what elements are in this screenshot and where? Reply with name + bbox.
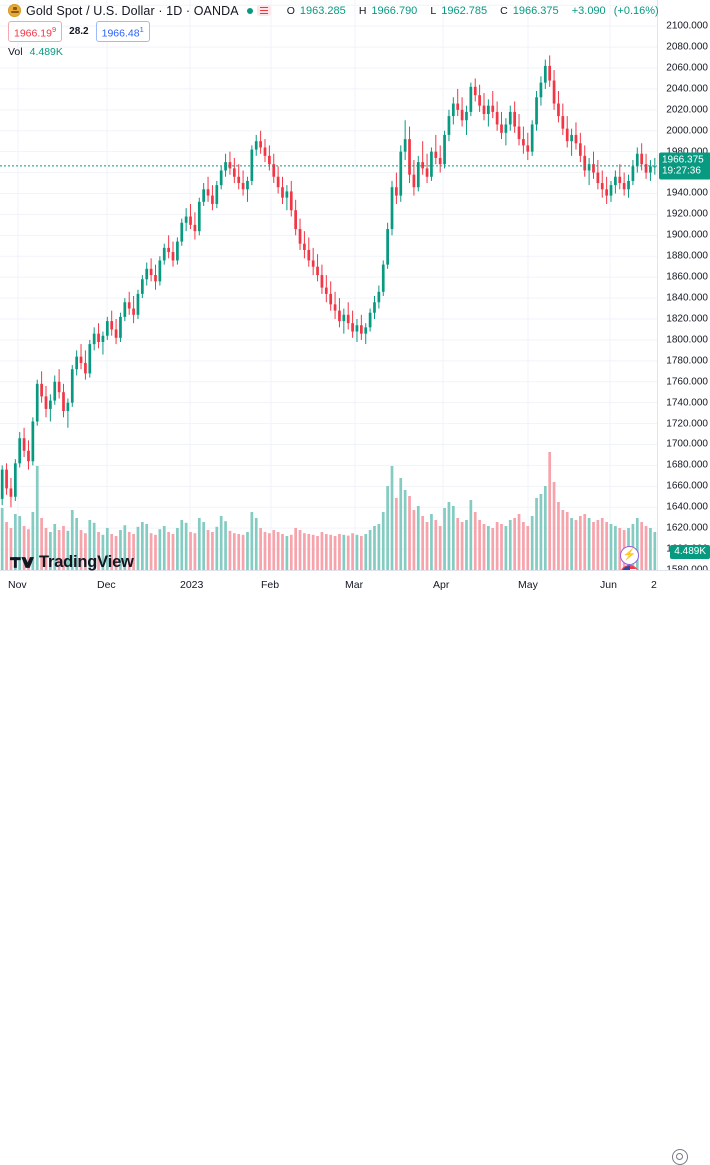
tradingview-wordmark: TradingView xyxy=(39,553,134,571)
time-tick-label: May xyxy=(518,579,538,591)
last-price-time: 19:27:36 xyxy=(662,165,701,177)
price-tick-label: 1900.000 xyxy=(666,229,708,241)
ohlc-high-value: 1966.790 xyxy=(371,4,418,17)
volume-bars xyxy=(0,452,657,570)
ohlc-change: +3.090 xyxy=(571,4,606,17)
legend-status-group xyxy=(246,5,271,16)
price-tick-label: 2020.000 xyxy=(666,104,708,116)
ohlc-low-value: 1962.785 xyxy=(441,4,488,17)
legend-title-row: Gold Spot / U.S. Dollar · 1D · OANDA O 19… xyxy=(8,3,664,18)
price-tick-label: 1680.000 xyxy=(666,459,708,471)
price-tick-label: 2040.000 xyxy=(666,83,708,95)
price-chart-plot[interactable] xyxy=(0,0,657,570)
legend-volume-row: Vol 4.489K xyxy=(8,45,664,59)
volume-axis-tag: 4.489K xyxy=(670,545,710,559)
time-tick-label: Apr xyxy=(433,579,450,591)
candles-icon[interactable] xyxy=(256,5,271,16)
price-tick-label: 1840.000 xyxy=(666,292,708,304)
tradingview-mark-icon xyxy=(10,557,34,568)
time-tick-label: Jun xyxy=(600,579,617,591)
price-tick-label: 1700.000 xyxy=(666,438,708,450)
price-tick-label: 1780.000 xyxy=(666,355,708,367)
ohlc-open-value: 1963.285 xyxy=(299,4,346,17)
last-price-value: 1966.375 xyxy=(662,154,704,166)
price-tick-label: 1800.000 xyxy=(666,334,708,346)
candlestick-series xyxy=(0,55,657,508)
price-tick-label: 1740.000 xyxy=(666,397,708,409)
lightning-alert-icon[interactable]: ⚡ xyxy=(620,546,639,565)
price-tick-label: 2100.000 xyxy=(666,20,708,32)
legend-quote-row: 1966.199 28.2 1966.481 xyxy=(8,20,664,43)
symbol-title[interactable]: Gold Spot / U.S. Dollar · 1D · OANDA xyxy=(26,3,239,18)
last-price-tag: 1966.375 19:27:36 xyxy=(659,152,710,180)
time-tick-label: Mar xyxy=(345,579,364,591)
price-tick-label: 1880.000 xyxy=(666,250,708,262)
time-tick-label: Feb xyxy=(261,579,280,591)
price-tick-label: 1620.000 xyxy=(666,522,708,534)
price-tick-label: 1940.000 xyxy=(666,187,708,199)
volume-value: 4.489K xyxy=(29,46,63,58)
ohlc-close-label: C xyxy=(500,4,508,17)
ohlc-close-value: 1966.375 xyxy=(512,4,559,17)
price-tick-label: 1660.000 xyxy=(666,480,708,492)
ohlc-low-label: L xyxy=(430,4,437,17)
time-axis[interactable]: Nov Dec 2023 Feb Mar Apr May Jun 2 xyxy=(0,570,710,1165)
crosshair-settings-icon[interactable] xyxy=(672,1149,688,1165)
volume-label[interactable]: Vol xyxy=(8,46,23,58)
price-tick-label: 1980.000 xyxy=(666,146,708,157)
tradingview-logo: TradingView xyxy=(10,553,134,572)
price-tick-label: 1920.000 xyxy=(666,208,708,220)
price-tick-label: 1640.000 xyxy=(666,501,708,513)
chart-legend: Gold Spot / U.S. Dollar · 1D · OANDA O 19… xyxy=(8,3,664,59)
price-tick-label: 1820.000 xyxy=(666,313,708,325)
time-tick-label: 2023 xyxy=(180,579,204,591)
price-tick-label: 1760.000 xyxy=(666,376,708,388)
ohlc-high-label: H xyxy=(358,4,367,17)
price-axis[interactable]: 2100.000 2080.000 2060.000 2040.000 2020.000… xyxy=(657,0,710,576)
ohlc-change-percent: (+0.16%) xyxy=(613,4,659,17)
time-tick-label: Nov xyxy=(8,579,27,591)
price-tick-label: 2000.000 xyxy=(666,125,708,137)
price-tick-label: 1720.000 xyxy=(666,418,708,430)
spread-value: 28.2 xyxy=(69,26,89,37)
price-tick-label: 1860.000 xyxy=(666,271,708,283)
gold-bars-icon xyxy=(8,4,21,17)
gridlines xyxy=(0,0,657,570)
ask-price-badge[interactable]: 1966.481 xyxy=(95,20,150,43)
price-tick-label: 2060.000 xyxy=(666,62,708,74)
ohlc-open-label: O xyxy=(286,4,295,17)
time-axis-partial-label: 2 xyxy=(651,579,657,591)
time-tick-label: Dec xyxy=(97,579,116,591)
ohlc-values: O 1963.285 H 1966.790 L 1962.785 C 1966.375 … xyxy=(287,5,664,17)
market-open-dot-icon[interactable] xyxy=(246,7,253,14)
price-tick-label: 2080.000 xyxy=(666,41,708,53)
bid-price-badge[interactable]: 1966.199 xyxy=(8,20,63,43)
